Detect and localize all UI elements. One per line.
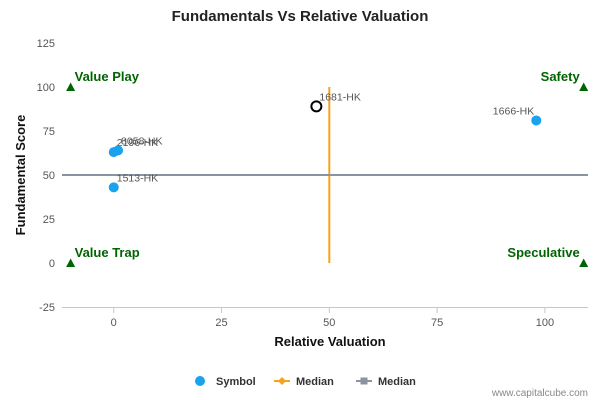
chart-title: Fundamentals Vs Relative Valuation <box>172 8 429 25</box>
data-point[interactable] <box>531 115 542 126</box>
legend-symbol <box>278 377 286 385</box>
y-tick-label: 50 <box>43 170 55 182</box>
quadrant-marker-triangle <box>66 82 76 91</box>
y-tick-label: 100 <box>37 82 55 94</box>
x-tick-label: 75 <box>431 317 443 329</box>
quadrant-marker-triangle <box>579 82 589 91</box>
quadrant-label: Safety <box>541 69 581 84</box>
legend-label: Median <box>378 376 416 388</box>
data-point[interactable] <box>108 182 119 193</box>
point-label: 1513-HK <box>117 172 158 184</box>
legend-item[interactable]: Symbol <box>195 376 256 388</box>
y-tick-label: 125 <box>37 38 55 50</box>
quadrant-label: Value Trap <box>75 245 140 260</box>
x-tick-label: 0 <box>111 317 117 329</box>
x-tick-label: 100 <box>536 317 554 329</box>
legend-symbol <box>360 377 368 385</box>
x-tick-label: 25 <box>215 317 227 329</box>
legend-label: Symbol <box>216 376 256 388</box>
data-point[interactable] <box>108 147 119 158</box>
x-axis-title: Relative Valuation <box>274 334 385 349</box>
quadrant-marker-triangle <box>66 258 76 267</box>
credit-text: www.capitalcube.com <box>491 388 588 399</box>
y-tick-label: -25 <box>39 302 55 314</box>
legend-item[interactable]: Median <box>274 376 334 388</box>
quadrant-label: Speculative <box>507 245 579 260</box>
x-tick-label: 50 <box>323 317 335 329</box>
y-tick-label: 75 <box>43 126 55 138</box>
highlight-point[interactable] <box>310 100 323 113</box>
quadrant-label: Value Play <box>75 69 140 84</box>
point-label: 2196-HK <box>117 137 158 149</box>
highlight-point-label: 1681-HK <box>319 91 360 103</box>
y-axis-title: Fundamental Score <box>13 115 28 236</box>
y-tick-label: 25 <box>43 214 55 226</box>
point-label: 1666-HK <box>493 105 534 117</box>
point-label: 8058-HK <box>121 135 162 147</box>
legend-label: Median <box>296 376 334 388</box>
legend-symbol <box>195 376 205 386</box>
quadrant-marker-triangle <box>579 258 589 267</box>
y-tick-label: 0 <box>49 258 55 270</box>
legend-item[interactable]: Median <box>356 376 416 388</box>
